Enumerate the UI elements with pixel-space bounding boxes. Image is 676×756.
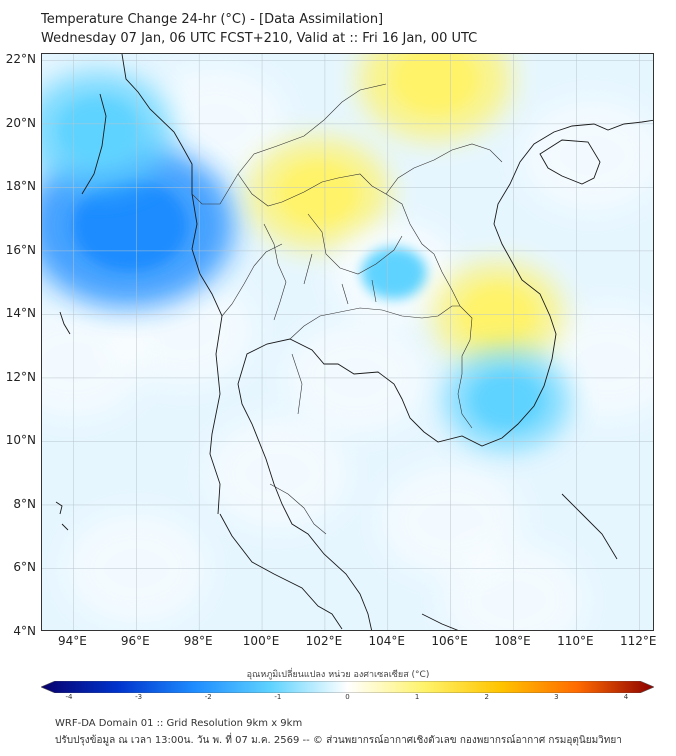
colorbar-tick-label: -3 — [135, 693, 143, 701]
colorbar-tick-label: -4 — [65, 693, 73, 701]
chart-title: Temperature Change 24-hr (°C) - [Data As… — [41, 12, 384, 27]
latitude-label: 4°N — [13, 624, 36, 638]
footer-model-info: WRF-DA Domain 01 :: Grid Resolution 9km … — [55, 718, 303, 729]
colorbar-tick-label: -1 — [274, 693, 282, 701]
graticule — [42, 54, 653, 630]
colorbar-title: อุณหภูมิเปลี่ยนแปลง หน่วย องศาเซลเซียส (… — [246, 670, 430, 680]
temperature-anomaly-3 — [392, 54, 477, 113]
longitude-label: 94°E — [57, 634, 87, 648]
temperature-field — [42, 54, 653, 630]
latitude-label: 16°N — [5, 242, 36, 257]
latitude-label: 12°N — [5, 369, 36, 384]
colorbar-tick-label: 2 — [484, 693, 489, 701]
latitude-label: 10°N — [5, 433, 36, 448]
longitude-label: 98°E — [183, 634, 213, 648]
latitude-label: 22°N — [5, 52, 36, 67]
longitude-label: 102°E — [305, 634, 343, 648]
colorbar — [41, 681, 654, 693]
longitude-label: 110°E — [557, 634, 594, 648]
longitude-label: 96°E — [120, 634, 150, 648]
latitude-label: 18°N — [5, 179, 36, 194]
longitude-label: 104°E — [368, 634, 406, 648]
country-borders — [191, 83, 503, 535]
latitude-label: 8°N — [13, 496, 36, 511]
temperature-anomaly-6 — [472, 372, 542, 428]
temperature-anomaly-4 — [361, 247, 427, 300]
temperature-anomaly-2 — [279, 162, 358, 225]
longitude-label: 108°E — [494, 634, 531, 648]
field-patch — [207, 418, 348, 529]
colorbar-tick-label: 1 — [414, 693, 420, 701]
longitude-label: 100°E — [242, 634, 280, 648]
colorbar-tick-label: 4 — [623, 693, 629, 701]
field-patch — [522, 100, 653, 211]
colorbar-tick-label: 3 — [554, 693, 559, 701]
temperature-change-map[interactable] — [41, 53, 654, 631]
chart-subtitle: Wednesday 07 Jan, 06 UTC FCST+210, Valid… — [41, 31, 478, 46]
field-patch — [42, 307, 144, 418]
temperature-anomaly-1 — [58, 98, 140, 163]
latitude-label: 20°N — [5, 115, 36, 130]
colorbar-tick-label: 0 — [345, 693, 350, 701]
longitude-label: 112°E — [620, 634, 657, 648]
latitude-label: 14°N — [5, 306, 36, 321]
latitude-label: 6°N — [13, 560, 36, 575]
longitude-label: 106°E — [431, 634, 468, 648]
coastlines — [55, 54, 653, 630]
footer-update-info: ปรับปรุงข้อมูล ณ เวลา 13:00น. วัน พ. ที่… — [55, 735, 622, 746]
temperature-anomaly-0 — [72, 180, 188, 271]
colorbar-tick-label: -2 — [204, 693, 212, 701]
